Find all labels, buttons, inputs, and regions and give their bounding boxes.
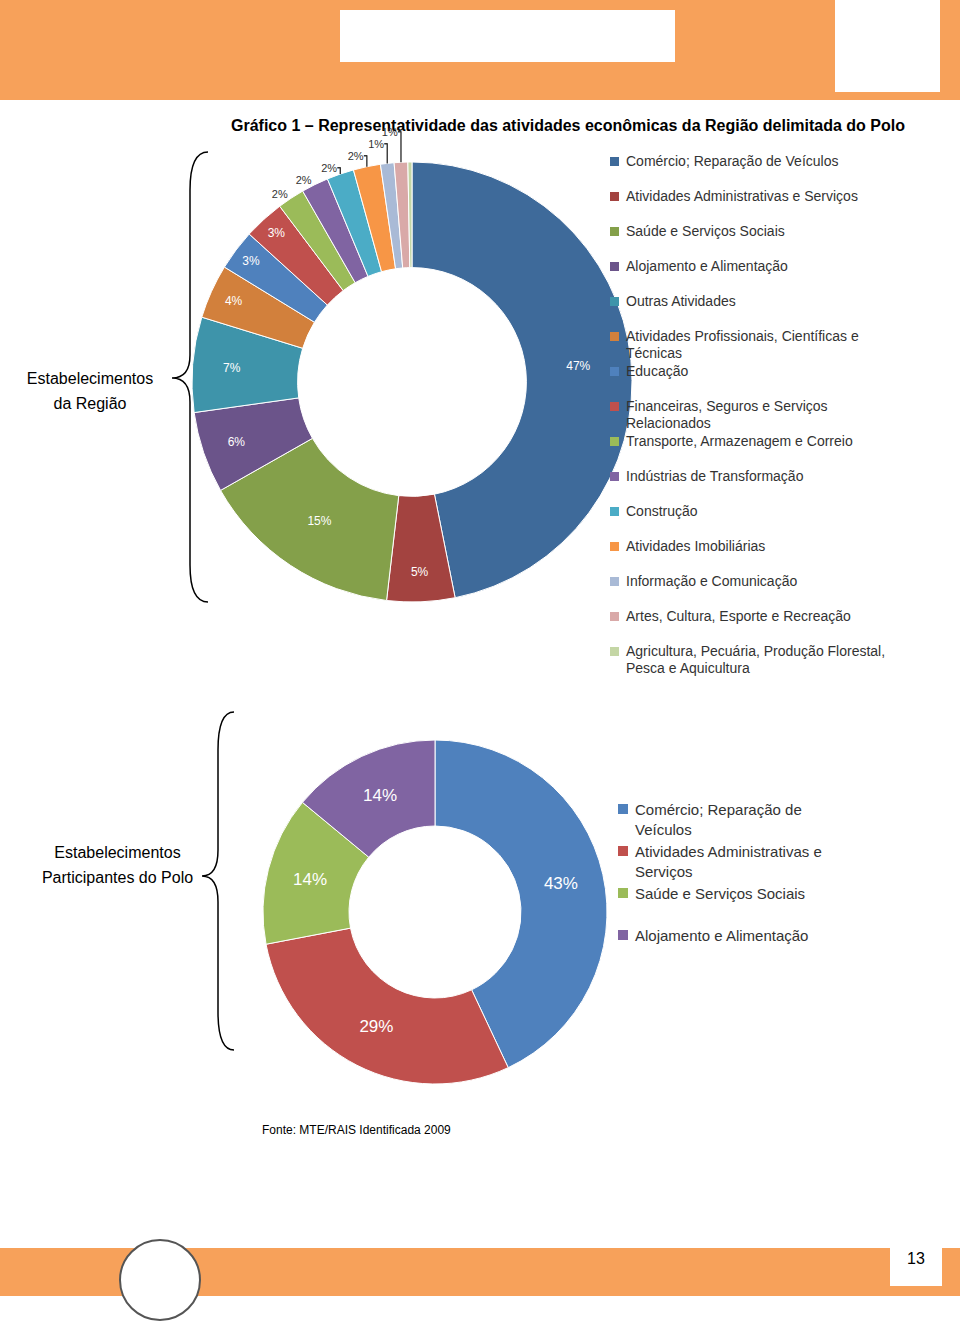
svg-text:2%: 2% xyxy=(348,150,364,162)
svg-text:1%: 1% xyxy=(368,138,384,150)
svg-text:14%: 14% xyxy=(293,870,327,889)
svg-text:2%: 2% xyxy=(321,162,337,174)
svg-text:3%: 3% xyxy=(242,254,260,268)
svg-text:6%: 6% xyxy=(228,435,246,449)
svg-text:7%: 7% xyxy=(223,361,241,375)
svg-text:43%: 43% xyxy=(544,874,578,893)
svg-text:14%: 14% xyxy=(363,786,397,805)
svg-text:2%: 2% xyxy=(296,174,312,186)
svg-text:15%: 15% xyxy=(307,514,331,528)
svg-text:5%: 5% xyxy=(411,565,429,579)
svg-text:4%: 4% xyxy=(225,294,243,308)
svg-text:47%: 47% xyxy=(566,359,590,373)
svg-text:29%: 29% xyxy=(359,1017,393,1036)
svg-text:2%: 2% xyxy=(272,188,288,200)
svg-text:1%: 1% xyxy=(382,126,398,138)
svg-text:3%: 3% xyxy=(268,226,286,240)
